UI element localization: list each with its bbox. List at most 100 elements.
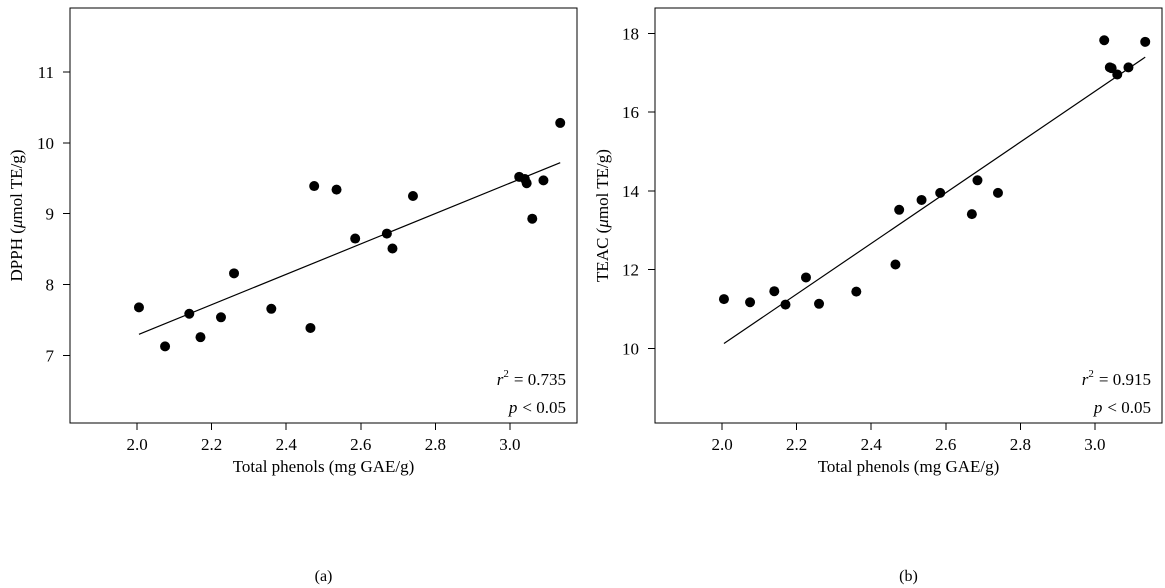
y-axis-title-prefix: TEAC ( xyxy=(593,227,612,282)
x-tick-label: 2.6 xyxy=(935,435,956,454)
data-point xyxy=(555,117,566,128)
data-point xyxy=(992,187,1003,198)
panel-label: (b) xyxy=(899,568,918,585)
y-tick: 12 xyxy=(622,261,655,280)
x-tick: 2.4 xyxy=(276,423,298,454)
r-squared-value: = 0.735 xyxy=(514,370,566,389)
data-point xyxy=(935,187,946,198)
data-point xyxy=(538,175,549,186)
y-tick-label: 14 xyxy=(622,182,640,201)
data-point xyxy=(387,243,398,254)
x-tick-label: 2.8 xyxy=(1010,435,1031,454)
data-point xyxy=(814,298,825,309)
y-tick-label: 9 xyxy=(46,205,55,224)
data-point xyxy=(305,322,316,333)
x-tick: 2.0 xyxy=(126,423,148,454)
y-axis-title-mu: μ xyxy=(7,220,26,230)
y-tick: 9 xyxy=(46,205,70,224)
panel-a: 2.0 2.2 2.4 2.6 2.8 3.0 7 8 9 10 11 Total phenols… xyxy=(7,7,578,585)
y-tick: 8 xyxy=(46,276,70,295)
data-point xyxy=(381,228,392,239)
y-tick-label: 8 xyxy=(46,276,55,295)
x-tick-label: 2.4 xyxy=(861,435,883,454)
y-axis-title-prefix: DPPH ( xyxy=(7,228,26,282)
data-point xyxy=(195,332,206,343)
p-value-annotation: p < 0.05 xyxy=(508,398,566,417)
x-tick: 2.6 xyxy=(935,423,956,454)
data-point xyxy=(350,233,361,244)
r-squared-annotation: r2 = 0.915 xyxy=(1082,368,1151,389)
data-point xyxy=(229,268,240,279)
data-point xyxy=(407,190,418,201)
p-symbol: p xyxy=(508,398,518,417)
y-tick-label: 10 xyxy=(622,339,639,358)
y-tick: 10 xyxy=(622,339,655,358)
y-tick-label: 12 xyxy=(622,261,639,280)
y-tick: 18 xyxy=(622,25,655,44)
data-point xyxy=(966,209,977,220)
x-tick-label: 2.2 xyxy=(201,435,222,454)
plot-frame xyxy=(69,7,578,424)
r-symbol: r xyxy=(497,370,504,389)
x-tick-label: 2.6 xyxy=(350,435,371,454)
r-exponent: 2 xyxy=(503,368,509,380)
x-axis-title: Total phenols (mg GAE/g) xyxy=(233,457,415,476)
x-tick-label: 2.0 xyxy=(711,435,732,454)
p-value-annotation: p < 0.05 xyxy=(1093,398,1151,417)
y-tick: 14 xyxy=(622,182,655,201)
x-tick-label: 2.4 xyxy=(276,435,298,454)
r-exponent: 2 xyxy=(1088,368,1094,380)
y-tick: 10 xyxy=(37,134,70,153)
data-point xyxy=(184,308,195,319)
y-axis-title: TEAC (μmol TE/g) xyxy=(593,149,612,282)
x-tick: 2.8 xyxy=(425,423,446,454)
data-point xyxy=(266,303,277,314)
plot-frame xyxy=(654,7,1163,424)
x-tick: 2.2 xyxy=(201,423,222,454)
data-points xyxy=(718,35,1151,310)
y-axis-title-suffix: mol TE/g) xyxy=(7,150,26,220)
x-tick: 3.0 xyxy=(1084,423,1106,454)
data-point xyxy=(521,178,532,189)
data-point xyxy=(160,341,171,352)
x-tick: 2.2 xyxy=(786,423,807,454)
data-point xyxy=(1123,62,1134,73)
data-point xyxy=(331,184,342,195)
data-point xyxy=(916,194,927,205)
data-point xyxy=(800,272,811,283)
y-tick-label: 10 xyxy=(37,134,54,153)
data-point xyxy=(894,204,905,215)
p-value: < 0.05 xyxy=(522,398,566,417)
y-axis-title: DPPH (μmol TE/g) xyxy=(7,150,26,282)
r-squared-value: = 0.915 xyxy=(1099,370,1151,389)
y-tick-label: 18 xyxy=(622,25,639,44)
p-symbol: p xyxy=(1093,398,1103,417)
data-point xyxy=(133,302,144,313)
x-tick: 2.8 xyxy=(1010,423,1031,454)
x-tick: 3.0 xyxy=(499,423,521,454)
x-tick-label: 2.0 xyxy=(126,435,147,454)
p-value: < 0.05 xyxy=(1107,398,1151,417)
y-axis-title-suffix: mol TE/g) xyxy=(593,149,612,219)
data-point xyxy=(215,312,226,323)
y-tick-label: 11 xyxy=(38,63,54,82)
x-axis: 2.0 2.2 2.4 2.6 2.8 3.0 xyxy=(711,423,1106,454)
data-point xyxy=(527,213,538,224)
data-point xyxy=(1112,69,1123,80)
y-tick: 7 xyxy=(46,347,70,366)
y-axis: 10 12 14 16 18 xyxy=(622,25,655,358)
r-squared-annotation: r2 = 0.735 xyxy=(497,368,566,389)
data-point xyxy=(890,259,901,270)
x-tick-label: 3.0 xyxy=(499,435,520,454)
data-point xyxy=(745,297,756,308)
data-point xyxy=(972,175,983,186)
x-tick: 2.6 xyxy=(350,423,371,454)
regression-line xyxy=(138,162,561,335)
data-point xyxy=(718,294,729,305)
data-point xyxy=(1099,35,1110,46)
data-point xyxy=(851,286,862,297)
data-point xyxy=(769,286,780,297)
x-tick-label: 2.2 xyxy=(786,435,807,454)
x-tick: 2.4 xyxy=(861,423,883,454)
